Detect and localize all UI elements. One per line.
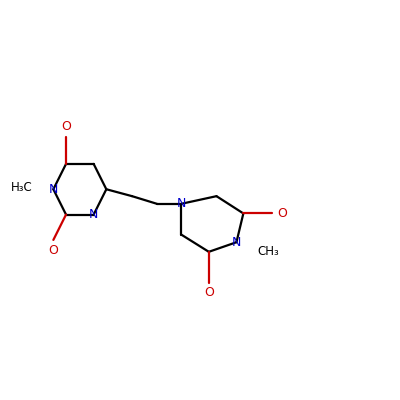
Text: O: O [48,244,58,257]
Text: N: N [89,208,98,221]
Text: CH₃: CH₃ [258,245,279,258]
Text: H₃C: H₃C [10,181,32,194]
Text: N: N [49,183,58,196]
Text: N: N [232,236,241,249]
Text: O: O [61,120,71,133]
Text: N: N [176,197,186,210]
Text: O: O [204,286,214,299]
Text: O: O [277,207,287,220]
